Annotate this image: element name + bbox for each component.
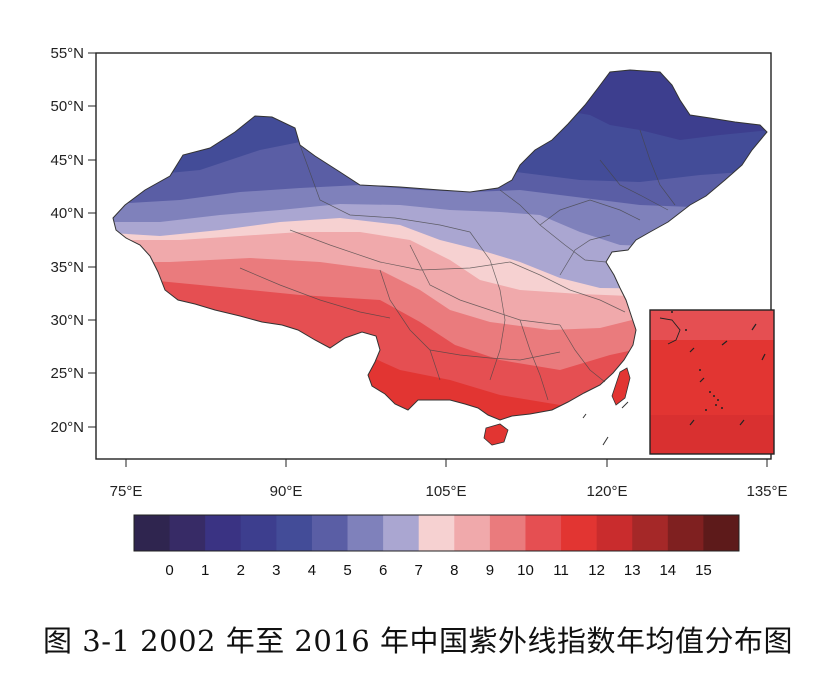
colorbar-swatch xyxy=(596,515,633,551)
colorbar-label: 12 xyxy=(588,562,605,579)
colorbar-label: 6 xyxy=(379,562,387,579)
colorbar-swatch xyxy=(311,515,349,551)
colorbar-label: 15 xyxy=(695,562,712,579)
colorbar-swatch xyxy=(347,515,384,551)
colorbar-label: 5 xyxy=(343,562,351,579)
colorbar-swatch xyxy=(240,515,277,551)
lon-label: 75°E xyxy=(110,483,143,500)
coastal-islets xyxy=(582,401,629,446)
colorbar-swatch xyxy=(703,515,740,551)
colorbar-label: 13 xyxy=(624,562,641,579)
colorbar-swatch xyxy=(667,515,704,551)
province-borders xyxy=(239,129,676,401)
colorbar-label: 10 xyxy=(517,562,534,579)
hainan-island xyxy=(483,423,509,446)
colorbar-label: 14 xyxy=(659,562,676,579)
colorbar xyxy=(133,514,740,552)
lat-label: 40°N xyxy=(50,205,84,222)
colorbar-swatch xyxy=(525,515,562,551)
colorbar-label: 8 xyxy=(450,562,458,579)
lat-label: 35°N xyxy=(50,259,84,276)
colorbar-swatch xyxy=(383,515,420,551)
lat-label: 45°N xyxy=(50,152,84,169)
colorbar-label: 7 xyxy=(415,562,423,579)
colorbar-swatch xyxy=(276,515,313,551)
colorbar-label: 9 xyxy=(486,562,494,579)
colorbar-label: 11 xyxy=(553,562,569,579)
lon-label: 120°E xyxy=(586,483,627,500)
colorbar-swatch xyxy=(489,515,526,551)
lon-label: 90°E xyxy=(270,483,303,500)
south-china-sea-inset xyxy=(649,309,775,455)
lat-label: 50°N xyxy=(50,98,84,115)
longitude-axis xyxy=(125,459,768,467)
taiwan-island xyxy=(611,367,631,406)
colorbar-swatch xyxy=(561,515,598,551)
lat-label: 25°N xyxy=(50,365,84,382)
lon-label: 135°E xyxy=(746,483,787,500)
colorbar-label: 0 xyxy=(165,562,173,579)
colorbar-swatch xyxy=(454,515,491,551)
colorbar-label: 3 xyxy=(272,562,280,579)
colorbar-label: 1 xyxy=(201,562,209,579)
lat-label: 55°N xyxy=(50,45,84,62)
colorbar-swatch xyxy=(169,515,206,551)
colorbar-swatch xyxy=(418,515,455,551)
colorbar-label: 4 xyxy=(308,562,316,579)
latitude-labels: 55°N 50°N 45°N 40°N 35°N 30°N 25°N 20°N xyxy=(50,45,84,436)
colorbar-label: 2 xyxy=(237,562,245,579)
longitude-labels: 75°E 90°E 105°E 120°E 135°E xyxy=(110,483,788,500)
lat-label: 30°N xyxy=(50,312,84,329)
colorbar-swatch xyxy=(205,515,242,551)
lat-label: 20°N xyxy=(50,419,84,436)
colorbar-swatch xyxy=(632,515,669,551)
latitude-axis xyxy=(88,52,96,428)
colorbar-labels: 0 1 2 3 4 5 6 7 8 9 10 11 12 13 14 15 xyxy=(165,562,711,579)
uv-index-map: 55°N 50°N 45°N 40°N 35°N 30°N 25°N 20°N … xyxy=(50,45,788,579)
lon-label: 105°E xyxy=(425,483,466,500)
colorbar-border xyxy=(133,514,740,552)
colorbar-swatch xyxy=(134,515,171,551)
map-frame xyxy=(95,52,772,460)
figure-caption: 图 3-1 2002 年至 2016 年中国紫外线指数年均值分布图 xyxy=(43,624,793,658)
